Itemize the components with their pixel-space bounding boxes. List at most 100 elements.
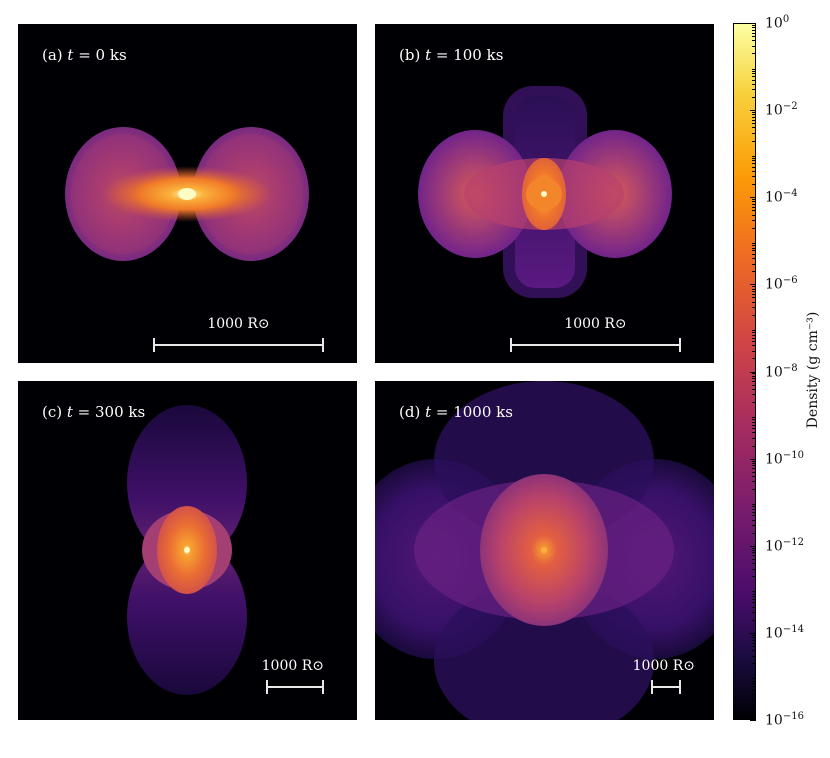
colorbar-minor-tick: [752, 428, 756, 429]
colorbar-minor-tick: [752, 563, 756, 564]
colorbar-minor-tick: [752, 683, 756, 684]
colorbar-minor-tick: [752, 27, 756, 28]
colorbar-minor-tick: [752, 559, 756, 560]
colorbar-tick-label: 10−4: [765, 188, 798, 206]
colorbar-minor-tick: [752, 637, 756, 638]
colorbar-minor-tick: [752, 199, 756, 200]
colorbar-minor-tick: [752, 515, 756, 516]
colorbar-minor-tick: [752, 552, 756, 553]
colorbar-minor-tick: [752, 127, 756, 128]
colorbar-minor-tick: [752, 338, 756, 339]
colorbar-minor-tick: [752, 656, 756, 657]
colorbar-minor-tick: [752, 446, 756, 447]
scale-bar-b: 1000 R⊙: [510, 312, 681, 352]
colorbar-minor-tick: [752, 210, 756, 211]
colorbar-minor-tick: [752, 378, 756, 379]
colorbar-minor-tick: [752, 358, 756, 359]
colorbar-major-tick: [750, 284, 756, 285]
colorbar-major-tick: [750, 720, 756, 721]
colorbar-minor-tick: [752, 612, 756, 613]
colorbar-minor-tick: [752, 171, 756, 172]
colorbar-minor-tick: [752, 422, 756, 423]
colorbar-minor-tick: [752, 596, 756, 597]
colorbar-minor-tick: [752, 550, 756, 551]
colorbar-minor-tick: [752, 465, 756, 466]
scale-bar-label: 1000 R⊙: [261, 658, 324, 674]
panel-c-label: (c) t = 300 ks: [42, 403, 146, 421]
colorbar-minor-tick: [752, 176, 756, 177]
colorbar-minor-tick: [752, 271, 756, 272]
colorbar-minor-tick: [752, 381, 756, 382]
colorbar-minor-tick: [752, 419, 756, 420]
colorbar-minor-tick: [752, 509, 756, 510]
colorbar-minor-tick: [752, 425, 756, 426]
colorbar-minor-tick: [752, 112, 756, 113]
scale-bar-label: 1000 R⊙: [632, 658, 695, 674]
colorbar-major-tick: [750, 372, 756, 373]
colorbar-minor-tick: [752, 294, 756, 295]
colorbar-minor-tick: [752, 114, 756, 115]
colorbar-minor-tick: [752, 97, 756, 98]
colorbar-minor-tick: [752, 468, 756, 469]
colorbar-minor-tick: [752, 463, 756, 464]
colorbar-minor-tick: [752, 394, 756, 395]
colorbar-minor-tick: [752, 681, 756, 682]
panel-d-label: (d) t = 1000 ks: [399, 403, 513, 421]
colorbar-minor-tick: [752, 89, 756, 90]
colorbar-minor-tick: [752, 525, 756, 526]
colorbar-minor-tick: [752, 163, 756, 164]
colorbar-minor-tick: [752, 245, 756, 246]
colorbar-major-tick: [750, 459, 756, 460]
colorbar-minor-tick: [752, 207, 756, 208]
colorbar-minor-tick: [752, 576, 756, 577]
colorbar-minor-tick: [752, 289, 756, 290]
colorbar-minor-tick: [752, 602, 756, 603]
colorbar-minor-tick: [752, 25, 756, 26]
colorbar-tick-label: 10−8: [765, 363, 798, 381]
colorbar-minor-tick: [752, 663, 756, 664]
scale-bar-label: 1000 R⊙: [564, 316, 627, 332]
colorbar-minor-tick: [752, 297, 756, 298]
scale-bar-d: 1000 R⊙: [633, 651, 695, 694]
colorbar-minor-tick: [752, 302, 756, 303]
colorbar-minor-tick: [752, 315, 756, 316]
colorbar-minor-tick: [752, 291, 756, 292]
colorbar-minor-tick: [752, 569, 756, 570]
colorbar-minor-tick: [752, 160, 756, 161]
colorbar-minor-tick: [752, 258, 756, 259]
colorbar-minor-tick: [752, 73, 756, 74]
panel-b-label: (b) t = 100 ks: [399, 46, 504, 64]
colorbar-minor-tick: [752, 504, 756, 505]
colorbar-minor-tick: [752, 481, 756, 482]
scale-bar-a: 1000 R⊙: [153, 312, 324, 352]
colorbar-tick-label: 100: [765, 14, 790, 32]
colorbar-minor-tick: [752, 335, 756, 336]
colorbar-minor-tick: [752, 156, 756, 157]
colorbar-minor-tick: [752, 548, 756, 549]
colorbar-minor-tick: [752, 71, 756, 72]
colorbar-minor-tick: [752, 167, 756, 168]
colorbar-minor-tick: [752, 699, 756, 700]
colorbar-minor-tick: [752, 243, 756, 244]
colorbar-tick-label: 10−12: [765, 537, 804, 555]
panel-a-label: (a) t = 0 ks: [42, 46, 127, 64]
colorbar-minor-tick: [752, 53, 756, 54]
colorbar-minor-tick: [752, 472, 756, 473]
colorbar-minor-tick: [752, 30, 756, 31]
colorbar-minor-tick: [752, 141, 756, 142]
colorbar-minor-tick: [752, 248, 756, 249]
colorbar-minor-tick: [752, 220, 756, 221]
colorbar-minor-tick: [752, 640, 756, 641]
colorbar-minor-tick: [752, 533, 756, 534]
colorbar-minor-tick: [752, 402, 756, 403]
colorbar-minor-tick: [752, 84, 756, 85]
colorbar-minor-tick: [752, 707, 756, 708]
colorbar-minor-tick: [752, 594, 756, 595]
colorbar-minor-tick: [752, 307, 756, 308]
colorbar-minor-tick: [752, 389, 756, 390]
colorbar-minor-tick: [752, 385, 756, 386]
colorbar-minor-tick: [752, 254, 756, 255]
colorbar-minor-tick: [752, 555, 756, 556]
scale-bar-c: 1000 R⊙: [262, 651, 324, 694]
colorbar-minor-tick: [752, 520, 756, 521]
